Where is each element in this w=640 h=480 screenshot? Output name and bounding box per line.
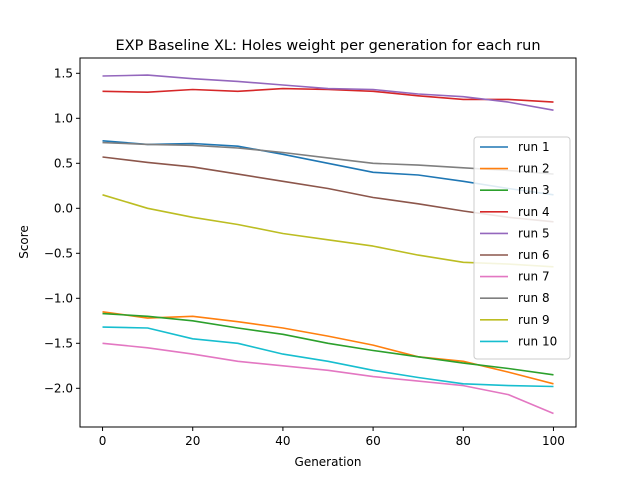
legend-box bbox=[473, 136, 571, 360]
chart-title: EXP Baseline XL: Holes weight per genera… bbox=[115, 38, 540, 54]
x-tick-label: 0 bbox=[99, 434, 107, 448]
legend-label: run 5 bbox=[518, 226, 550, 240]
y-tick-label: −0.5 bbox=[44, 246, 73, 260]
y-axis-label: Score bbox=[17, 225, 31, 259]
x-tick-label: 100 bbox=[542, 434, 565, 448]
y-tick-label: −1.5 bbox=[44, 336, 73, 350]
legend-label: run 4 bbox=[518, 205, 550, 219]
y-tick-label: 1.0 bbox=[54, 111, 73, 125]
legend-label: run 1 bbox=[518, 140, 550, 154]
y-tick-label: 0.5 bbox=[54, 156, 73, 170]
y-axis-ticks: −2.0 −1.5 −1.0 −0.5 0.0 0.5 1.0 1.5 bbox=[44, 66, 80, 395]
legend-label: run 7 bbox=[518, 270, 550, 284]
legend-label: run 10 bbox=[518, 334, 557, 348]
series-line-7 bbox=[102, 342, 554, 415]
x-tick-label: 40 bbox=[275, 434, 290, 448]
x-axis-ticks: 0 20 40 60 80 100 bbox=[99, 427, 565, 448]
series-line-10 bbox=[102, 326, 554, 388]
legend-label: run 6 bbox=[518, 248, 550, 262]
legend-label: run 3 bbox=[518, 183, 550, 197]
plot-frame bbox=[79, 57, 577, 428]
y-tick-label: −1.0 bbox=[44, 291, 73, 305]
legend-label: run 9 bbox=[518, 313, 550, 327]
x-tick-label: 80 bbox=[456, 434, 471, 448]
legend: run 1 run 2 run 3 run 4 run 5 run 6 run 7 run 8… bbox=[473, 136, 571, 360]
y-tick-label: 0.0 bbox=[54, 201, 73, 215]
series-line-4 bbox=[102, 87, 554, 103]
x-tick-label: 60 bbox=[365, 434, 380, 448]
y-tick-label: 1.5 bbox=[54, 66, 73, 80]
legend-label: run 2 bbox=[518, 162, 550, 176]
series-line-3 bbox=[102, 312, 554, 376]
x-axis-label: Generation bbox=[295, 455, 362, 469]
y-tick-label: −2.0 bbox=[44, 381, 73, 395]
legend-label: run 8 bbox=[518, 291, 550, 305]
series-line-5 bbox=[102, 74, 554, 111]
x-tick-label: 20 bbox=[185, 434, 200, 448]
